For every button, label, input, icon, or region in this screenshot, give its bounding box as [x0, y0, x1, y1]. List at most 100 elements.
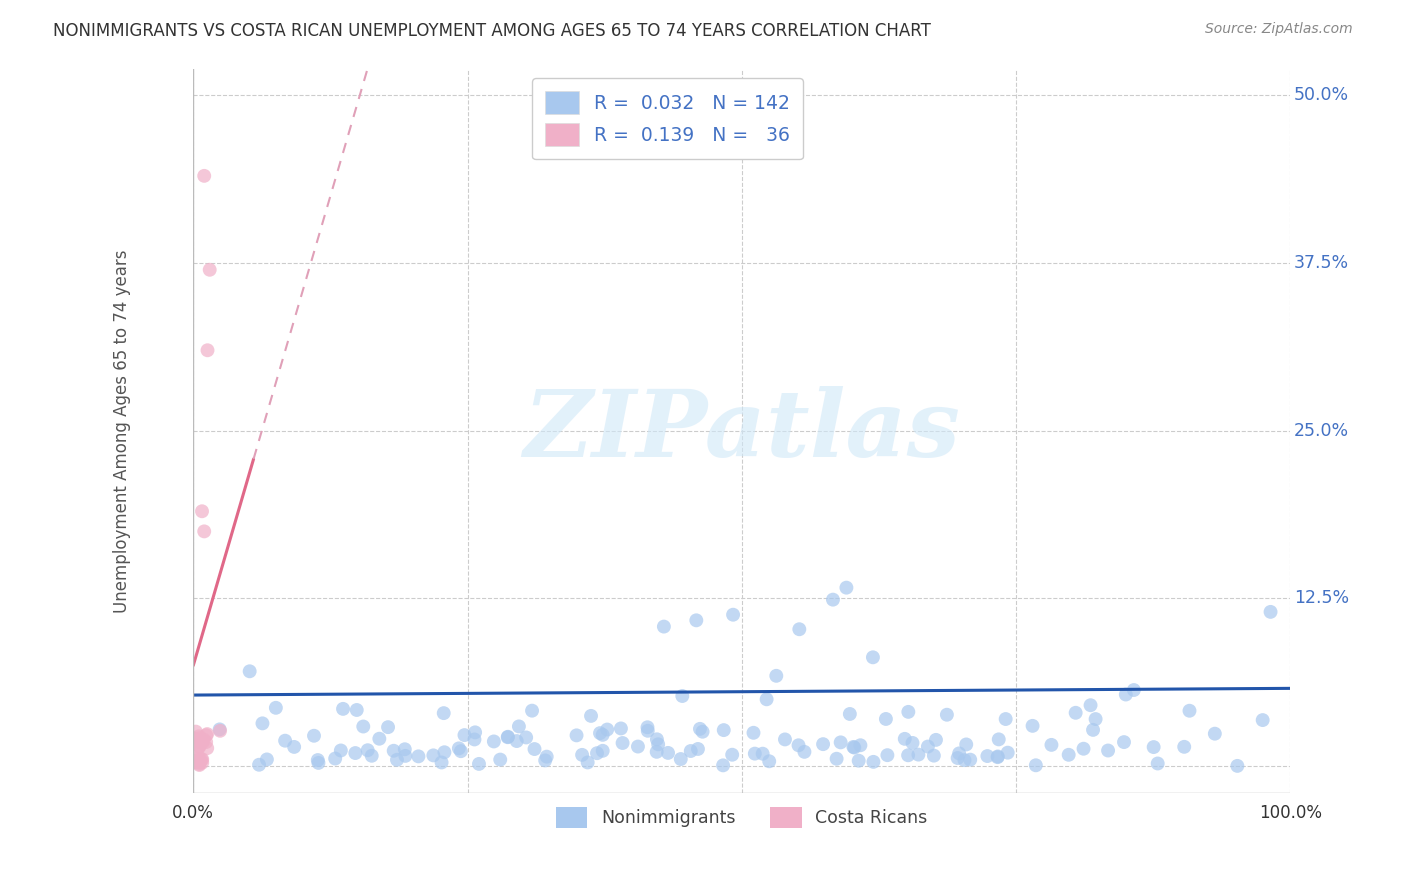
Point — [1122, 683, 1144, 698]
Point — [346, 703, 368, 717]
Point — [811, 737, 834, 751]
Point — [1173, 739, 1195, 754]
Point — [188, 739, 211, 754]
Point — [506, 734, 529, 748]
Point — [239, 665, 262, 679]
Point — [191, 752, 214, 766]
Legend: Nonimmigrants, Costa Ricans: Nonimmigrants, Costa Ricans — [548, 800, 935, 835]
Point — [433, 745, 456, 759]
Point — [198, 262, 221, 277]
Point — [1260, 605, 1282, 619]
Point — [422, 748, 444, 763]
Point — [193, 169, 215, 183]
Point — [195, 741, 218, 756]
Point — [496, 730, 519, 744]
Point — [190, 753, 212, 767]
Point — [184, 732, 207, 747]
Point — [195, 735, 218, 749]
Point — [959, 753, 981, 767]
Point — [184, 724, 207, 739]
Point — [193, 524, 215, 539]
Point — [849, 738, 872, 752]
Point — [987, 750, 1010, 764]
Point — [394, 748, 416, 763]
Point — [184, 754, 207, 768]
Point — [907, 747, 929, 762]
Point — [917, 739, 939, 754]
Point — [482, 734, 505, 748]
Point — [946, 751, 969, 765]
Point — [592, 728, 614, 742]
Point — [589, 726, 612, 740]
Point — [360, 748, 382, 763]
Point — [862, 650, 884, 665]
Point — [307, 756, 329, 770]
Text: 50.0%: 50.0% — [1294, 87, 1348, 104]
Point — [1097, 743, 1119, 757]
Point — [835, 581, 858, 595]
Point — [385, 753, 408, 767]
Point — [430, 756, 453, 770]
Point — [758, 754, 780, 768]
Point — [1146, 756, 1168, 771]
Point — [565, 728, 588, 742]
Point — [453, 728, 475, 742]
Point — [997, 746, 1019, 760]
Point — [830, 735, 852, 749]
Point — [821, 592, 844, 607]
Point — [1040, 738, 1063, 752]
Point — [187, 729, 209, 743]
Point — [188, 734, 211, 748]
Point — [188, 755, 211, 769]
Point — [987, 749, 1010, 764]
Point — [875, 712, 897, 726]
Point — [1084, 712, 1107, 726]
Point — [450, 744, 472, 758]
Point — [515, 731, 537, 745]
Point — [671, 689, 693, 703]
Point — [323, 751, 346, 765]
Point — [925, 732, 948, 747]
Point — [468, 756, 491, 771]
Point — [901, 736, 924, 750]
Point — [838, 706, 860, 721]
Point — [193, 732, 215, 747]
Point — [1251, 713, 1274, 727]
Point — [627, 739, 650, 754]
Point — [586, 746, 609, 760]
Point — [283, 739, 305, 754]
Point — [711, 758, 734, 772]
Point — [765, 669, 787, 683]
Point — [197, 343, 219, 358]
Point — [637, 720, 659, 734]
Point — [1057, 747, 1080, 762]
Point — [183, 756, 205, 770]
Text: ZIPatlas: ZIPatlas — [523, 385, 960, 475]
Point — [357, 743, 380, 757]
Point — [744, 747, 766, 761]
Point — [897, 705, 920, 719]
Point — [647, 737, 669, 751]
Point — [377, 720, 399, 734]
Point — [394, 742, 416, 756]
Point — [208, 723, 231, 737]
Point — [773, 732, 796, 747]
Point — [186, 747, 208, 762]
Point — [247, 757, 270, 772]
Point — [1115, 688, 1137, 702]
Point — [652, 619, 675, 633]
Point — [751, 747, 773, 761]
Text: 12.5%: 12.5% — [1294, 590, 1348, 607]
Point — [894, 731, 917, 746]
Point — [579, 709, 602, 723]
Point — [637, 723, 659, 738]
Point — [953, 753, 976, 767]
Point — [689, 722, 711, 736]
Point — [332, 702, 354, 716]
Point — [307, 753, 329, 767]
Point — [994, 712, 1017, 726]
Point — [463, 732, 485, 747]
Point — [610, 722, 633, 736]
Point — [256, 752, 278, 766]
Point — [842, 739, 865, 754]
